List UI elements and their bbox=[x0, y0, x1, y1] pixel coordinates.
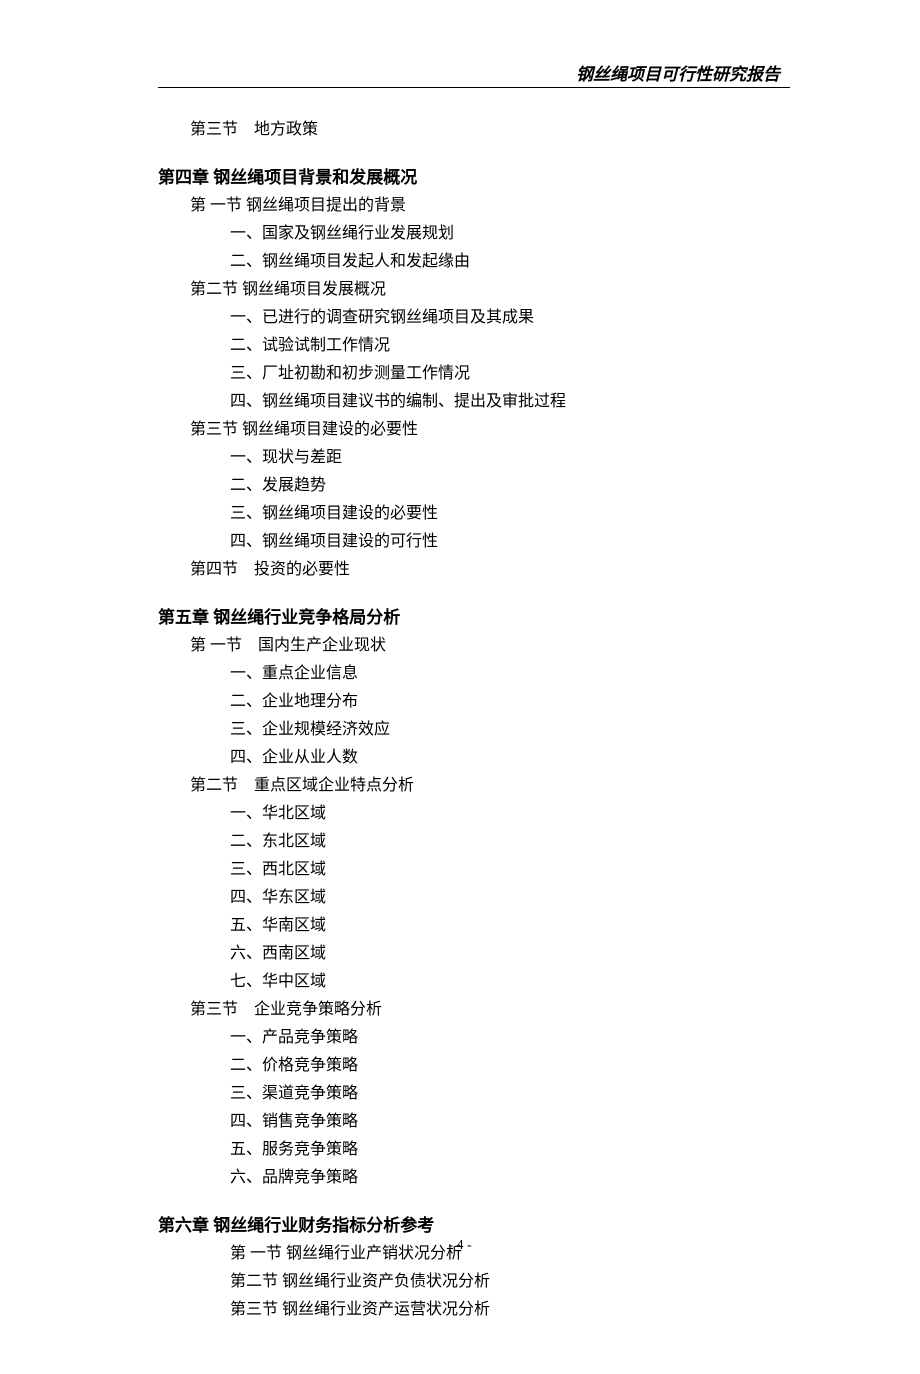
ch5-sec2-item2: 二、东北区域 bbox=[230, 828, 790, 856]
page-header: 钢丝绳项目可行性研究报告 bbox=[158, 60, 790, 88]
ch4-sec3-item2: 二、发展趋势 bbox=[230, 472, 790, 500]
ch5-sec1-item4: 四、企业从业人数 bbox=[230, 744, 790, 772]
ch4-sec3-item1: 一、现状与差距 bbox=[230, 444, 790, 472]
ch5-sec3-item1: 一、产品竞争策略 bbox=[230, 1024, 790, 1052]
ch4-sec1-item1: 一、国家及钢丝绳行业发展规划 bbox=[230, 220, 790, 248]
ch5-sec3-item5: 五、服务竞争策略 bbox=[230, 1136, 790, 1164]
ch4-sec1-item2: 二、钢丝绳项目发起人和发起缘由 bbox=[230, 248, 790, 276]
ch5-sec3-item6: 六、品牌竞争策略 bbox=[230, 1164, 790, 1192]
ch5-sec1-item3: 三、企业规模经济效应 bbox=[230, 716, 790, 744]
ch5-sec2-item3: 三、西北区域 bbox=[230, 856, 790, 884]
ch5-sec3-item4: 四、销售竞争策略 bbox=[230, 1108, 790, 1136]
ch4-sec2-item3: 三、厂址初勘和初步测量工作情况 bbox=[230, 360, 790, 388]
ch6-sec3: 第三节 钢丝绳行业资产运营状况分析 bbox=[230, 1296, 790, 1324]
ch5-sec1-title: 第 一节 国内生产企业现状 bbox=[190, 632, 790, 660]
header-title: 钢丝绳项目可行性研究报告 bbox=[158, 60, 790, 85]
ch6-sec2: 第二节 钢丝绳行业资产负债状况分析 bbox=[230, 1268, 790, 1296]
ch4-sec3-title: 第三节 钢丝绳项目建设的必要性 bbox=[190, 416, 790, 444]
ch5-sec1-item1: 一、重点企业信息 bbox=[230, 660, 790, 688]
ch5-sec2-item4: 四、华东区域 bbox=[230, 884, 790, 912]
page-number: - 4 - bbox=[448, 1238, 471, 1253]
ch4-sec3-item4: 四、钢丝绳项目建设的可行性 bbox=[230, 528, 790, 556]
ch4-sec1-title: 第 一节 钢丝绳项目提出的背景 bbox=[190, 192, 790, 220]
page-footer: - 4 - bbox=[0, 1238, 920, 1254]
ch5-sec2-item6: 六、西南区域 bbox=[230, 940, 790, 968]
ch4-sec2-item2: 二、试验试制工作情况 bbox=[230, 332, 790, 360]
ch5-sec2-title: 第二节 重点区域企业特点分析 bbox=[190, 772, 790, 800]
ch4-sec2-item4: 四、钢丝绳项目建议书的编制、提出及审批过程 bbox=[230, 388, 790, 416]
ch4-sec2-item1: 一、已进行的调查研究钢丝绳项目及其成果 bbox=[230, 304, 790, 332]
chapter-4-title: 第四章 钢丝绳项目背景和发展概况 bbox=[158, 164, 790, 192]
ch5-sec2-item7: 七、华中区域 bbox=[230, 968, 790, 996]
ch4-sec4-title: 第四节 投资的必要性 bbox=[190, 556, 790, 584]
ch5-sec3-title: 第三节 企业竞争策略分析 bbox=[190, 996, 790, 1024]
orphan-section: 第三节 地方政策 bbox=[190, 116, 790, 144]
ch5-sec3-item3: 三、渠道竞争策略 bbox=[230, 1080, 790, 1108]
ch5-sec2-item1: 一、华北区域 bbox=[230, 800, 790, 828]
ch5-sec1-item2: 二、企业地理分布 bbox=[230, 688, 790, 716]
ch4-sec2-title: 第二节 钢丝绳项目发展概况 bbox=[190, 276, 790, 304]
ch4-sec3-item3: 三、钢丝绳项目建设的必要性 bbox=[230, 500, 790, 528]
document-page: 钢丝绳项目可行性研究报告 第三节 地方政策 第四章 钢丝绳项目背景和发展概况 第… bbox=[0, 0, 920, 1374]
chapter-6-title: 第六章 钢丝绳行业财务指标分析参考 bbox=[158, 1212, 790, 1240]
chapter-5-title: 第五章 钢丝绳行业竞争格局分析 bbox=[158, 604, 790, 632]
ch5-sec3-item2: 二、价格竞争策略 bbox=[230, 1052, 790, 1080]
ch5-sec2-item5: 五、华南区域 bbox=[230, 912, 790, 940]
header-rule bbox=[158, 87, 790, 88]
